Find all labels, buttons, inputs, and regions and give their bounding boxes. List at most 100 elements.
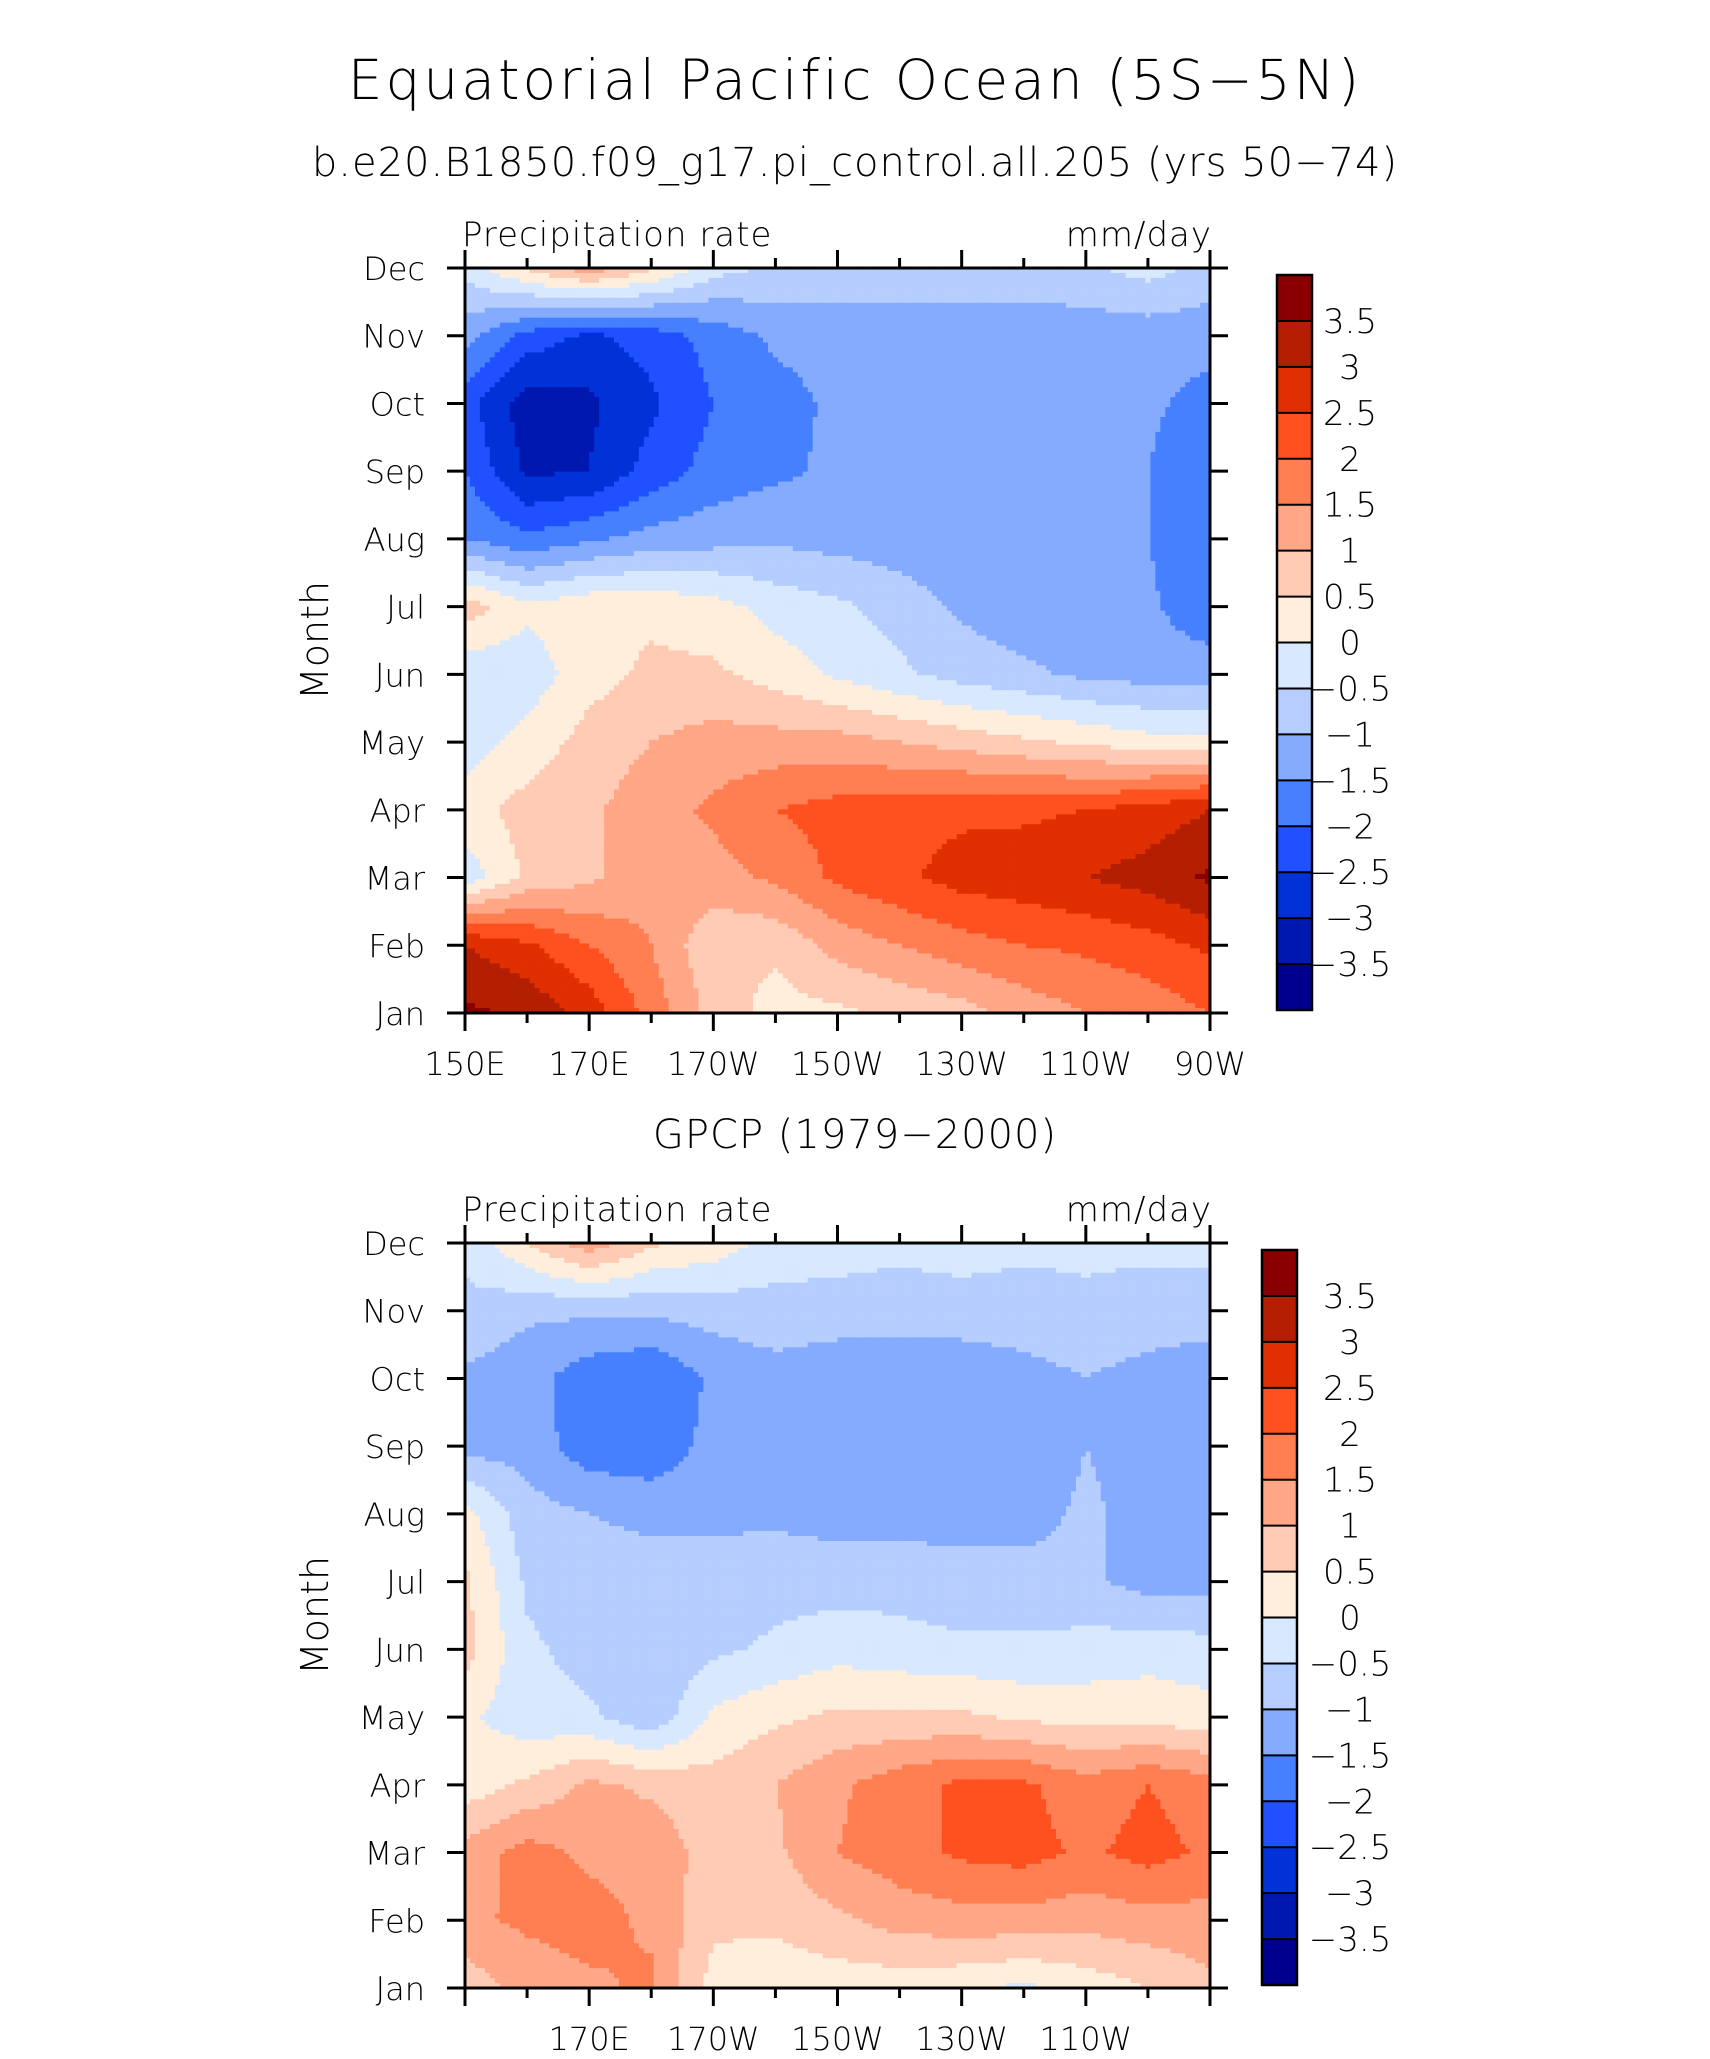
contour-cell (1011, 362, 1017, 368)
contour-cell (967, 338, 973, 344)
contour-cell (967, 313, 973, 319)
contour-cell (1011, 278, 1017, 284)
contour-cell (768, 283, 774, 289)
contour-cell (589, 352, 595, 358)
contour-cell (510, 397, 516, 403)
contour-cell (1046, 313, 1052, 319)
contour-cell (743, 372, 749, 378)
contour-cell (1180, 422, 1186, 428)
contour-cell (659, 422, 665, 428)
contour-cell (753, 412, 759, 418)
contour-cell (982, 318, 988, 324)
contour-cell (813, 367, 819, 373)
contour-cell (1026, 402, 1032, 408)
contour-cell (882, 333, 888, 339)
contour-cell (1056, 362, 1062, 368)
contour-cell (847, 377, 853, 383)
contour-cell (758, 308, 764, 314)
contour-cell (530, 298, 536, 304)
contour-cell (842, 382, 848, 388)
contour-cell (1145, 367, 1151, 373)
contour-cell (1051, 303, 1057, 309)
contour-cell (1136, 377, 1142, 383)
contour-cell (703, 352, 709, 358)
contour-cell (604, 273, 610, 279)
contour-cell (500, 343, 506, 349)
contour-cell (1150, 387, 1156, 393)
contour-cell (942, 407, 948, 413)
contour-cell (842, 417, 848, 423)
contour-cell (515, 402, 521, 408)
contour-cell (564, 333, 570, 339)
contour-cell (867, 352, 873, 358)
contour-cell (768, 352, 774, 358)
contour-cell (1081, 318, 1087, 324)
contour-cell (1001, 273, 1007, 279)
contour-cell (1031, 338, 1037, 344)
contour-cell (962, 382, 968, 388)
contour-cell (738, 313, 744, 319)
contour-cell (1041, 407, 1047, 413)
contour-cell (728, 288, 734, 294)
contour-cell (1061, 412, 1067, 418)
contour-cell (659, 338, 665, 344)
contour-cell (1180, 318, 1186, 324)
contour-cell (654, 328, 660, 334)
contour-cell (515, 343, 521, 349)
contour-cell (917, 367, 923, 373)
contour-cell (912, 343, 918, 349)
contour-cell (544, 323, 550, 329)
contour-cell (500, 298, 506, 304)
contour-cell (942, 313, 948, 319)
contour-cell (813, 308, 819, 314)
contour-cell (793, 303, 799, 309)
contour-cell (813, 313, 819, 319)
contour-cell (530, 392, 536, 398)
contour-cell (743, 392, 749, 398)
contour-cell (1041, 293, 1047, 299)
contour-cell (1046, 293, 1052, 299)
contour-cell (569, 293, 575, 299)
contour-cell (1170, 323, 1176, 329)
contour-cell (1175, 343, 1181, 349)
contour-cell (500, 328, 506, 334)
contour-cell (862, 422, 868, 428)
contour-cell (947, 308, 953, 314)
contour-cell (689, 333, 695, 339)
contour-cell (803, 293, 809, 299)
contour-cell (778, 303, 784, 309)
contour-cell (788, 367, 794, 373)
contour-cell (599, 352, 605, 358)
contour-cell (505, 273, 511, 279)
contour-cell (1091, 367, 1097, 373)
contour-cell (753, 382, 759, 388)
contour-cell (614, 328, 620, 334)
contour-cell (758, 328, 764, 334)
contour-cell (962, 352, 968, 358)
contour-cell (624, 367, 630, 373)
contour-cell (882, 343, 888, 349)
contour-cell (1190, 347, 1196, 353)
contour-cell (718, 377, 724, 383)
contour-cell (708, 323, 714, 329)
contour-cell (932, 362, 938, 368)
contour-cell (778, 308, 784, 314)
contour-cell (823, 323, 829, 329)
contour-cell (475, 308, 481, 314)
contour-cell (877, 313, 883, 319)
contour-cell (1160, 367, 1166, 373)
contour-cell (987, 347, 993, 353)
contour-cell (564, 313, 570, 319)
contour-cell (1031, 313, 1037, 319)
contour-cell (723, 328, 729, 334)
contour-cell (495, 417, 501, 423)
contour-cell (599, 347, 605, 353)
contour-cell (748, 298, 754, 304)
contour-cell (723, 357, 729, 363)
contour-cell (1031, 303, 1037, 309)
contour-cell (1066, 392, 1072, 398)
contour-cell (609, 367, 615, 373)
contour-cell (897, 417, 903, 423)
contour-cell (698, 343, 704, 349)
contour-cell (912, 362, 918, 368)
